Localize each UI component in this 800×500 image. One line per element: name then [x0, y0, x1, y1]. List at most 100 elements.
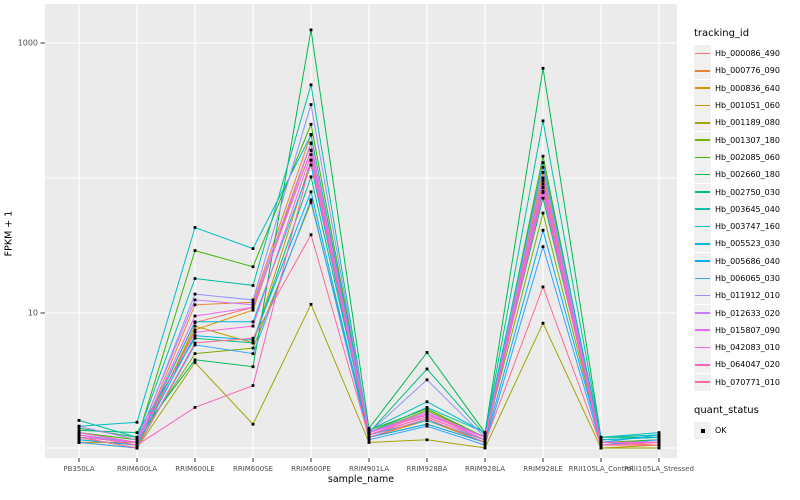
data-point [77, 435, 81, 439]
data-point [599, 443, 603, 447]
data-point [251, 365, 255, 369]
data-point [541, 285, 545, 289]
data-point [251, 324, 255, 328]
data-point [193, 343, 197, 347]
data-point [309, 175, 313, 179]
data-point [193, 277, 197, 280]
data-point [541, 154, 545, 158]
data-point [309, 148, 313, 152]
data-point [77, 429, 81, 432]
data-point [541, 186, 545, 189]
data-point [77, 431, 81, 435]
data-point [251, 284, 255, 287]
legend-key-swatch [694, 148, 711, 166]
data-point [541, 66, 545, 70]
data-point [135, 420, 139, 424]
data-point [483, 438, 487, 442]
legend-key-line [695, 312, 710, 314]
data-point [77, 441, 81, 444]
data-point [367, 435, 371, 439]
data-point [541, 182, 545, 186]
x-tick-label: RRIM600LA [117, 465, 157, 473]
data-point [483, 446, 487, 450]
data-point [251, 384, 255, 387]
data-point [541, 179, 545, 183]
legend-key-line [695, 364, 710, 366]
legend-entry: Hb_005523_030 [694, 235, 800, 253]
data-point [251, 265, 255, 269]
legend-entry-label: Hb_001307_180 [715, 135, 780, 145]
data-point [599, 438, 603, 442]
data-point [309, 302, 313, 306]
legend-key-swatch [694, 321, 711, 339]
legend-key-line [695, 346, 710, 349]
data-point [77, 438, 81, 442]
data-point [309, 190, 313, 194]
y-tick-label: 1000 [18, 39, 38, 48]
legend-key-swatch [694, 131, 711, 149]
legend-key-swatch [694, 62, 711, 80]
data-point [425, 408, 429, 412]
x-tick-label: PB350LA [63, 465, 94, 473]
legend-entry-label: Hb_012633_020 [715, 308, 780, 318]
data-point [309, 153, 313, 157]
data-point [193, 298, 197, 302]
legend-key-swatch [694, 45, 711, 63]
data-point [483, 443, 487, 447]
data-point [541, 171, 545, 174]
x-tick-label: RRIM600SE [233, 465, 273, 473]
legend-title-quant: quant_status [694, 404, 759, 416]
legend-entry-label: Hb_042083_010 [715, 343, 780, 353]
data-point [309, 122, 313, 126]
legend-entry: Hb_000086_490 [694, 45, 800, 63]
data-point [425, 422, 429, 426]
data-point [135, 441, 139, 444]
legend-entry-label: Hb_002660_180 [715, 170, 780, 180]
data-point [367, 431, 371, 435]
data-point [599, 441, 603, 444]
legend-entry-label: Hb_003645_040 [715, 204, 780, 214]
data-point [425, 412, 429, 415]
legend-key-line [695, 104, 710, 107]
data-point [367, 426, 371, 430]
data-point [251, 346, 255, 350]
data-point [309, 163, 313, 167]
data-point [541, 165, 545, 169]
data-point [541, 211, 545, 215]
data-point [541, 161, 545, 165]
legend-entry: Hb_003747_160 [694, 218, 800, 236]
y-tick-label: 10 [28, 309, 38, 318]
data-point [135, 443, 139, 447]
legend-key-line [695, 208, 710, 210]
legend-entry: Hb_001189_080 [694, 114, 800, 132]
legend-key-line [695, 225, 710, 228]
legend-title-tracking: tracking_id [694, 28, 750, 39]
legend-entry: Hb_003645_040 [694, 200, 800, 218]
data-point [193, 361, 197, 364]
data-point [599, 435, 603, 439]
legend-entry-label: Hb_002085_060 [715, 152, 780, 162]
legend-key-line [695, 121, 710, 124]
data-point [657, 431, 661, 435]
data-point [251, 336, 255, 340]
legend-entry-label: Hb_006065_030 [715, 274, 780, 283]
legend-entry: Hb_012633_020 [694, 304, 800, 322]
data-point [541, 196, 545, 200]
legend-key-line [695, 243, 710, 245]
legend-entry: Hb_042083_010 [694, 339, 800, 357]
data-point [251, 320, 255, 324]
data-point [657, 443, 661, 447]
legend-entry: Hb_001307_180 [694, 131, 800, 149]
legend-entry: Hb_011912_010 [694, 287, 800, 305]
x-tick-label: RRIM928LA [465, 465, 505, 473]
data-point [541, 189, 545, 193]
legend-entry-label: Hb_015807_090 [715, 325, 780, 335]
data-point [135, 435, 139, 439]
data-point [425, 413, 429, 417]
data-point [541, 321, 545, 325]
data-point [657, 441, 661, 444]
legend-entry: Hb_015807_090 [694, 321, 800, 339]
legend-entry: Hb_000836_640 [694, 79, 800, 97]
data-point [77, 426, 81, 430]
